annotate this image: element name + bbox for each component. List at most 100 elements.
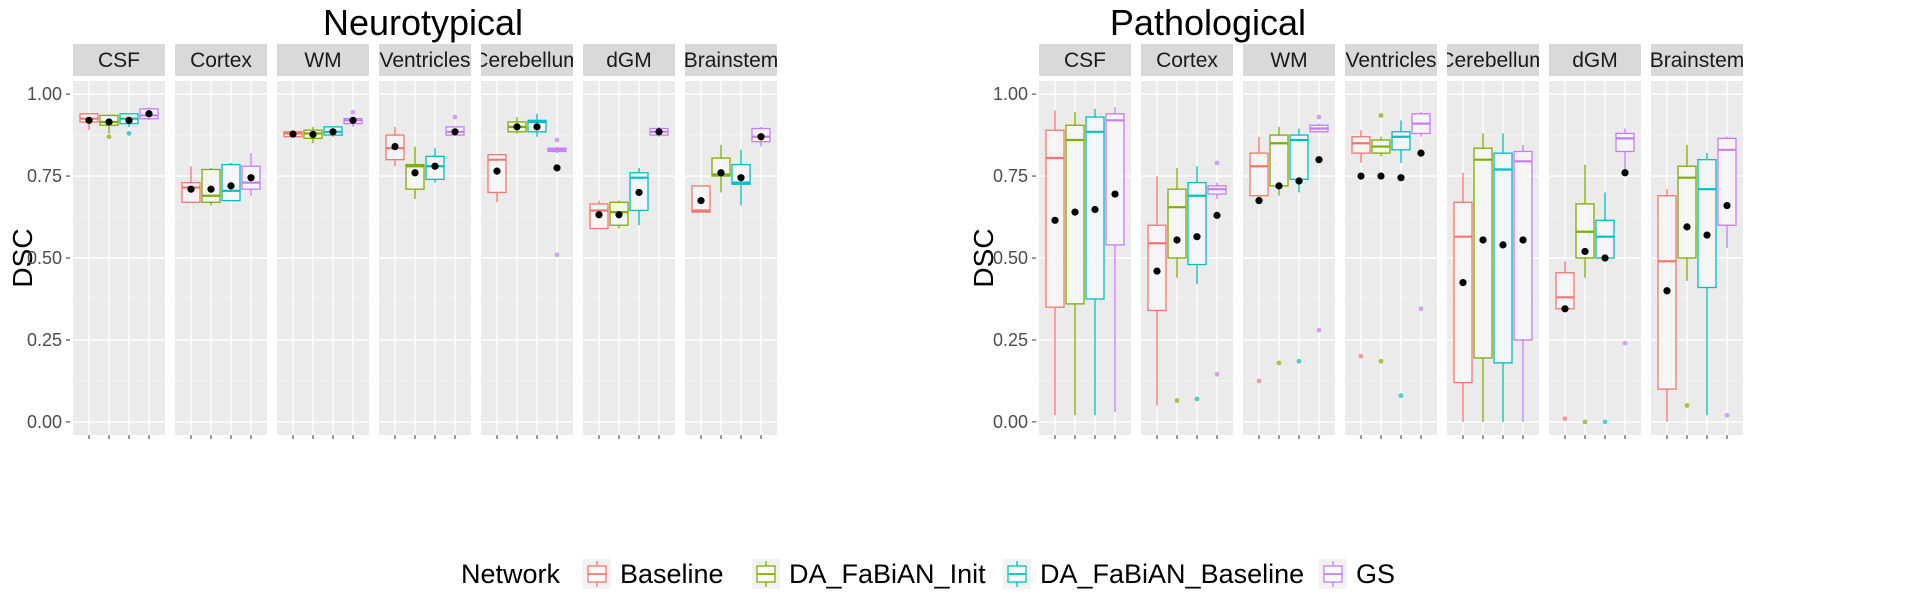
box-baseline (283, 130, 303, 138)
facet-cortex: Cortex (175, 44, 267, 439)
legend: Network Baseline DA_FaBiAN_Init DA_FaBiAN_… (461, 559, 1395, 589)
mean-point (1581, 247, 1589, 256)
box-da-fabian-init (1269, 126, 1289, 366)
box-gs (445, 114, 465, 136)
facet-strip-label: Cerebellum (1439, 49, 1546, 72)
box-da-fabian-init (609, 200, 629, 229)
facet-strip-label: Ventricles (1345, 49, 1436, 72)
mean-point (1601, 254, 1609, 262)
y-tick-label: 1.00 (993, 84, 1028, 104)
box-baseline (589, 200, 609, 230)
mean-point (1193, 233, 1201, 241)
facet-strip (73, 44, 165, 76)
mean-point (125, 116, 133, 124)
facet-strip (1447, 44, 1539, 76)
facet-dgm: dGM (1549, 44, 1641, 439)
mean-point (1723, 201, 1731, 210)
facet-strip (175, 44, 267, 76)
facet-strip-label: dGM (1572, 49, 1618, 72)
mean-point (513, 123, 521, 131)
facet-ventricles: Ventricles (1345, 44, 1437, 439)
box-baseline (181, 166, 201, 203)
box-iqr (1249, 152, 1269, 197)
mean-point (635, 188, 643, 197)
outlier-point (554, 252, 560, 258)
facet-strip (1345, 44, 1437, 76)
box-iqr (1105, 113, 1125, 246)
box-baseline (1045, 110, 1065, 416)
mean-point (1071, 208, 1079, 216)
box-gs (1207, 160, 1227, 377)
box-da-fabian-baseline (1493, 133, 1513, 422)
box-da-fabian-baseline (425, 148, 445, 183)
facet-strip (1243, 44, 1335, 76)
outlier-point (1378, 113, 1384, 118)
mean-point (1153, 267, 1161, 275)
box-da-fabian-init (507, 117, 527, 134)
box-baseline (385, 126, 405, 167)
box-gs (1513, 144, 1533, 422)
panel-neurotypical: Neurotypical DSC 0.00 0.25 0.50 0.75 1.00 CSF Co… (7, 2, 777, 439)
box-da-fabian-baseline (323, 126, 343, 137)
facet-strip (1039, 44, 1131, 76)
box-baseline (1351, 130, 1371, 359)
facet-strip-label: Brainstem (1650, 49, 1745, 72)
outlier-point (1194, 396, 1200, 402)
y-axis-title: DSC (7, 228, 38, 287)
facet-cortex: Cortex (1141, 44, 1233, 439)
box-da-fabian-init (99, 114, 119, 140)
mean-point (1621, 169, 1629, 177)
panels-layer: Neurotypical DSC 0.00 0.25 0.50 0.75 1.00 CSF Co… (7, 2, 1745, 439)
mean-point (1315, 156, 1323, 164)
mean-point (105, 118, 113, 126)
outlier-point (1174, 398, 1180, 403)
mean-point (717, 169, 725, 177)
box-gs (1615, 128, 1635, 346)
outlier-point (1602, 419, 1608, 425)
mean-point (1703, 231, 1711, 239)
box-gs (241, 153, 261, 196)
facet-strip-label: CSF (98, 49, 140, 72)
y-tick-label: 0.50 (27, 248, 62, 268)
mean-point (493, 167, 501, 175)
box-baseline (79, 113, 99, 131)
mean-point (737, 174, 745, 182)
box-iqr (1697, 159, 1717, 289)
y-tick-label: 0.00 (27, 412, 62, 432)
mean-point (187, 185, 195, 193)
box-baseline (1249, 136, 1269, 384)
facet-strip-label: Cortex (1156, 49, 1218, 72)
mean-point (533, 123, 541, 131)
box-baseline (1147, 176, 1167, 406)
box-iqr (1453, 201, 1473, 384)
facet-strip (685, 44, 777, 76)
mean-point (1213, 211, 1221, 219)
box-iqr (1513, 150, 1533, 341)
mean-point (1255, 197, 1263, 205)
box-da-fabian-init (711, 144, 731, 193)
outlier-point (1256, 378, 1262, 384)
mean-point (451, 128, 459, 136)
box-baseline (1453, 172, 1473, 422)
legend-item-da-fabian-baseline: DA_FaBiAN_Baseline (1003, 559, 1304, 589)
outlier-point (350, 109, 356, 115)
mean-point (1275, 182, 1283, 190)
facet-strip-label: Ventricles (379, 49, 470, 72)
mean-point (1295, 177, 1303, 185)
box-da-fabian-baseline (629, 167, 649, 226)
facet-cerebellum: Cerebellum (1439, 44, 1546, 439)
mean-point (1111, 190, 1119, 198)
box-da-fabian-init (201, 167, 221, 206)
panel-title-pathological: Pathological (1110, 2, 1306, 43)
facet-strip-label: Cerebellum (473, 49, 580, 72)
box-gs (343, 109, 363, 127)
legend-item-gs: GS (1319, 559, 1395, 589)
mean-point (697, 197, 705, 205)
facet-strip (1651, 44, 1743, 76)
legend-title: Network (461, 559, 561, 589)
mean-point (145, 110, 153, 118)
box-da-fabian-baseline (1391, 120, 1411, 399)
facet-strip (481, 44, 573, 76)
box-iqr (1595, 219, 1615, 259)
outlier-point (1724, 412, 1730, 418)
